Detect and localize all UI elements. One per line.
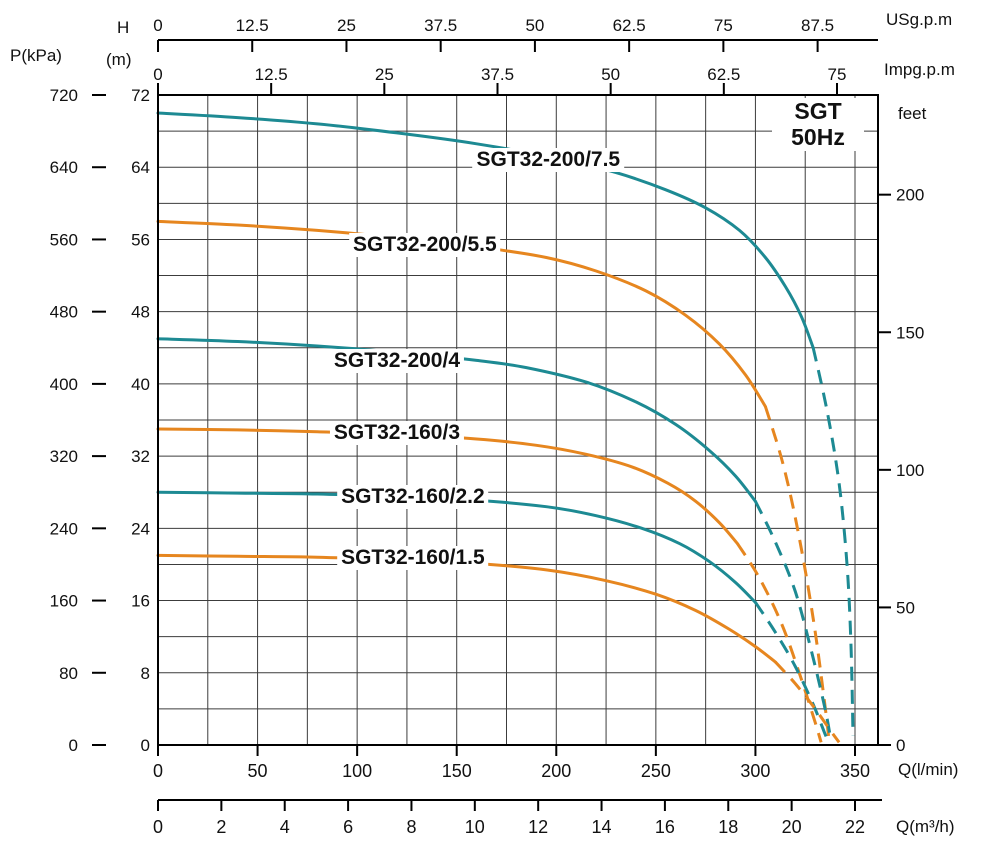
curve-solid (156, 427, 739, 546)
h-m-tick-label: 0 (141, 736, 150, 755)
curve-dashed (754, 601, 831, 744)
q-lmin-tick-label: 300 (740, 761, 770, 781)
q-m3h-tick-label: 10 (465, 817, 485, 837)
us-gpm-tick-label: 50 (525, 16, 544, 35)
p-kpa-tick-label: 240 (50, 519, 78, 538)
p-kpa-tick-label: 0 (69, 736, 78, 755)
us-gpm-tick-label: 87.5 (801, 16, 834, 35)
series-title-line2: 50Hz (791, 124, 845, 151)
imp-gpm-tick-label: 0 (153, 65, 162, 84)
h-m-tick-label: 8 (141, 664, 150, 683)
q-lmin-tick-label: 150 (442, 761, 472, 781)
p-kpa-tick-label: 560 (50, 230, 78, 249)
feet-tick-label: 200 (896, 186, 924, 205)
us-gpm-tick-label: 37.5 (424, 16, 457, 35)
h-m-tick-label: 16 (131, 592, 150, 611)
us-gpm-tick-label: 75 (714, 16, 733, 35)
us-gpm-tick-label: 12.5 (236, 16, 269, 35)
us-gpm-tick-label: 0 (153, 16, 162, 35)
feet-tick-label: 100 (896, 461, 924, 480)
curve-dashed (811, 347, 855, 737)
imp-gpm-axis-label: Impg.p.m (884, 60, 955, 79)
p-kpa-tick-label: 720 (50, 86, 78, 105)
curve-solid (156, 111, 815, 350)
q-m3h-tick-label: 0 (153, 817, 163, 837)
curve-label: SGT32-200/4 (329, 349, 465, 374)
imp-gpm-tick-label: 25 (375, 65, 394, 84)
curve-label: SGT32-160/3 (329, 420, 465, 445)
q-m3h-tick-label: 2 (216, 817, 226, 837)
p-kpa-tick-label: 160 (50, 592, 78, 611)
feet-tick-label: 150 (896, 323, 924, 342)
curve-label: SGT32-200/7.5 (472, 148, 625, 172)
curve-solid (156, 490, 757, 604)
q-lmin-tick-label: 100 (342, 761, 372, 781)
q-lmin-tick-label: 250 (641, 761, 671, 781)
h-m-tick-label: 72 (131, 86, 150, 105)
h-m-tick-label: 48 (131, 303, 150, 322)
curve-solid (156, 337, 757, 503)
curve-dashed (774, 660, 841, 744)
q-m3h-tick-label: 6 (343, 817, 353, 837)
feet-tick-label: 0 (896, 736, 905, 755)
p-kpa-tick-label: 480 (50, 303, 78, 322)
curve-dashed (754, 500, 833, 742)
q-m3h-tick-label: 4 (280, 817, 290, 837)
series-title-line1: SGT (794, 98, 842, 124)
q-lmin-axis-label: Q(l/min) (898, 760, 959, 779)
q-lmin-tick-label: 350 (840, 761, 870, 781)
p-kpa-tick-label: 80 (59, 664, 78, 683)
p-kpa-tick-label: 320 (50, 447, 78, 466)
curve-label: SGT32-160/2.2 (337, 484, 489, 509)
us-gpm-tick-label: 62.5 (613, 16, 646, 35)
curve-label: SGT32-200/5.5 (349, 232, 501, 257)
q-m3h-tick-label: 12 (528, 817, 548, 837)
imp-gpm-tick-label: 75 (828, 65, 847, 84)
h-axis-label: H (117, 18, 130, 37)
curve-dashed (736, 542, 823, 743)
q-m3h-tick-label: 14 (592, 817, 612, 837)
us-gpm-tick-label: 25 (337, 16, 356, 35)
curve-solid (156, 553, 777, 664)
q-lmin-tick-label: 200 (541, 761, 571, 781)
h-m-tick-label: 64 (131, 158, 150, 177)
curve-solid (156, 219, 767, 408)
q-m3h-tick-label: 8 (406, 817, 416, 837)
feet-axis-label: feet (898, 104, 927, 123)
imp-gpm-tick-label: 12.5 (255, 65, 288, 84)
imp-gpm-tick-label: 37.5 (481, 65, 514, 84)
q-lmin-tick-label: 50 (248, 761, 268, 781)
p-kpa-tick-label: 640 (50, 158, 78, 177)
h-m-tick-label: 40 (131, 375, 150, 394)
q-m3h-tick-label: 20 (782, 817, 802, 837)
plot-border (157, 94, 879, 746)
imp-gpm-tick-label: 62.5 (707, 65, 740, 84)
m-axis-label: (m) (106, 50, 132, 69)
feet-tick-label: 50 (896, 598, 915, 617)
series-title-box: SGT 50Hz (772, 98, 864, 151)
p-kpa-tick-label: 400 (50, 375, 78, 394)
h-m-tick-label: 32 (131, 447, 150, 466)
q-m3h-tick-label: 22 (845, 817, 865, 837)
q-m3h-tick-label: 18 (718, 817, 738, 837)
h-m-tick-label: 24 (131, 519, 150, 538)
p-kpa-axis-label: P(kPa) (10, 46, 62, 65)
q-m3h-tick-label: 16 (655, 817, 675, 837)
curve-label: SGT32-160/1.5 (337, 546, 489, 571)
imp-gpm-tick-label: 50 (601, 65, 620, 84)
q-m3h-axis-label: Q(m³/h) (896, 817, 955, 836)
us-gpm-axis-label: USg.p.m (886, 10, 953, 29)
h-m-tick-label: 56 (131, 230, 150, 249)
q-lmin-tick-label: 0 (153, 761, 163, 781)
